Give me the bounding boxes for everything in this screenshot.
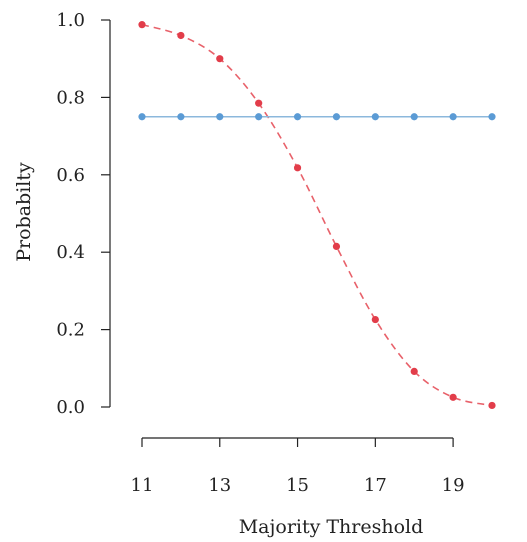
series-layer xyxy=(138,21,496,410)
y-axis: 0.0 0.2 0.4 0.6 0.8 1.0 xyxy=(56,10,111,418)
blue-series-point xyxy=(449,113,457,121)
red-series-point xyxy=(138,21,146,29)
red-series-line xyxy=(141,23,493,407)
x-tick-label: 19 xyxy=(442,475,465,496)
red-series-point xyxy=(449,393,457,401)
red-series-point xyxy=(177,31,185,40)
x-axis: 11 13 15 17 19 xyxy=(131,437,465,496)
red-series-point xyxy=(488,401,496,410)
x-tick-label: 15 xyxy=(286,475,309,496)
red-series-point xyxy=(332,242,341,250)
red-series-point xyxy=(255,99,263,107)
blue-series-point xyxy=(138,113,146,121)
y-tick-label: 0.4 xyxy=(56,242,85,263)
blue-series-point xyxy=(293,113,302,121)
blue-series-point xyxy=(255,113,263,121)
y-tick-label: 0.6 xyxy=(56,165,85,186)
blue-series-point xyxy=(177,113,185,121)
red-series-point xyxy=(371,315,379,324)
blue-series-point xyxy=(410,113,418,121)
y-tick-label: 0.2 xyxy=(56,320,85,341)
red-series-point xyxy=(216,55,224,63)
blue-series-point xyxy=(488,113,496,121)
y-tick-label: 1.0 xyxy=(56,10,85,31)
x-tick-label: 11 xyxy=(131,475,154,496)
x-tick-label: 13 xyxy=(208,475,231,496)
x-axis-title: Majority Threshold xyxy=(239,516,424,538)
blue-series-point xyxy=(216,113,224,121)
x-tick-label: 17 xyxy=(364,475,387,496)
blue-series-point xyxy=(371,113,379,121)
blue-series xyxy=(138,113,496,121)
y-axis-title: Probabilty xyxy=(13,162,35,262)
y-tick-label: 0.8 xyxy=(56,87,85,108)
red-series-point xyxy=(293,164,302,172)
blue-series-point xyxy=(332,113,341,121)
y-tick-label: 0.0 xyxy=(56,397,85,418)
red-series-point xyxy=(410,367,418,375)
red-series xyxy=(138,21,496,410)
